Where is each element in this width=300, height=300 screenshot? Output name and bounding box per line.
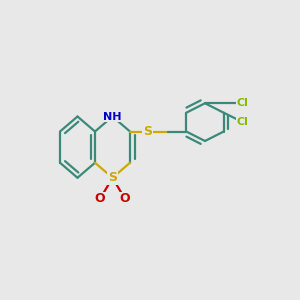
Text: S: S	[143, 125, 152, 138]
Text: Cl: Cl	[237, 98, 248, 108]
Text: S: S	[108, 171, 117, 184]
Text: O: O	[95, 193, 105, 206]
Text: NH: NH	[103, 112, 122, 122]
Text: Cl: Cl	[237, 117, 248, 127]
Text: O: O	[120, 193, 130, 206]
